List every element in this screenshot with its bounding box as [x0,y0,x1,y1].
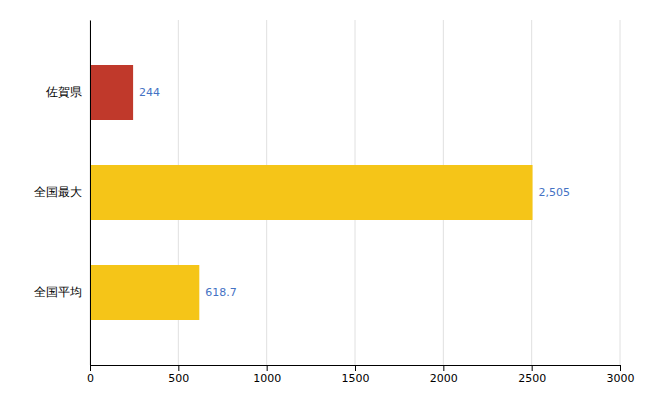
grid [90,20,620,365]
x-tick-mark [267,365,268,371]
x-tick-mark [443,365,444,371]
x-tick: 0 [87,365,94,385]
x-tick: 500 [168,365,189,385]
x-tick-mark [178,365,179,371]
x-tick-mark [532,365,533,371]
x-tick: 1000 [253,365,281,385]
bar [90,65,133,120]
grid-line [90,20,91,365]
x-tick-mark [355,365,356,371]
y-axis-line [90,21,91,366]
y-tick: 佐賀県 [46,85,90,99]
bar [90,165,533,220]
y-tick-label: 全国平均 [34,285,82,299]
bar [90,265,199,320]
y-tick: 全国平均 [34,285,90,299]
grid-line [620,20,621,365]
plot: 0 500 1000 1500 2000 2500 3000 全国平均 全国最大 佐賀県 618.7… [34,20,635,385]
x-tick-label: 2000 [430,372,458,385]
x-tick: 3000 [607,365,635,385]
x-tick-label: 1500 [342,372,370,385]
data-label: 618.7 [205,286,237,299]
x-tick-label: 3000 [607,372,635,385]
data-label: 2,505 [539,186,571,199]
x-tick-label: 500 [168,372,189,385]
x-tick-label: 1000 [253,372,281,385]
x-tick: 1500 [342,365,370,385]
data-labels: 618.7 2,505 244 [139,86,570,299]
y-axis: 全国平均 全国最大 佐賀県 [34,21,91,366]
y-tick: 全国最大 [34,185,90,199]
x-tick-mark [620,365,621,371]
x-tick: 2500 [518,365,546,385]
x-axis-line [91,366,621,372]
x-tick: 2000 [430,365,458,385]
x-tick-label: 0 [87,372,94,385]
x-axis: 0 500 1000 1500 2000 2500 3000 [87,365,635,385]
data-label: 244 [139,86,160,99]
x-tick-label: 2500 [518,372,546,385]
bars [90,65,533,320]
y-tick-label: 全国最大 [34,185,82,199]
x-tick-mark [90,365,91,371]
y-tick-label: 佐賀県 [46,85,82,99]
chart: 0 500 1000 1500 2000 2500 3000 全国平均 全国最大 佐賀県 618.7… [0,0,650,400]
